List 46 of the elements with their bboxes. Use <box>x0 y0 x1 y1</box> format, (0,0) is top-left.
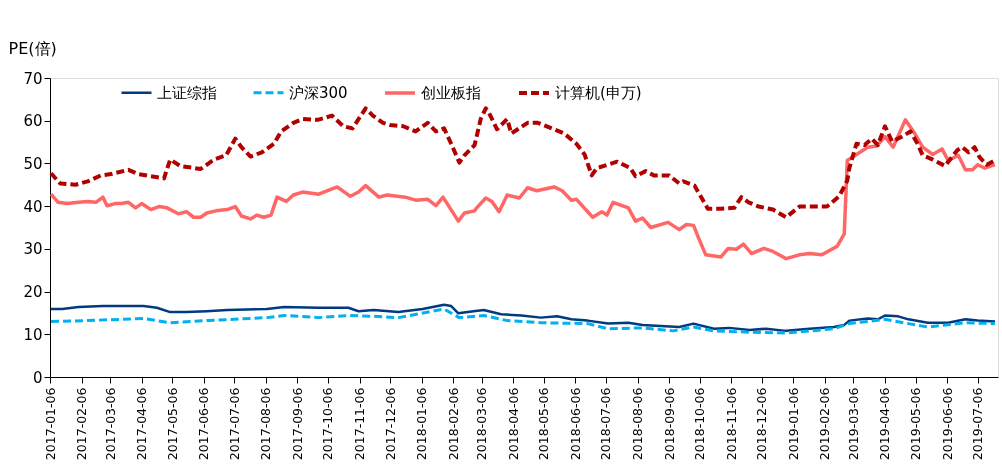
legend-label: 上证综指 <box>157 83 217 102</box>
y-axis-title: PE(倍) <box>8 38 57 58</box>
x-tick-label: 2017-06-06 <box>196 387 212 461</box>
x-tick-label: 2017-08-06 <box>258 387 274 461</box>
line-series <box>49 106 997 220</box>
x-tick-label: 2018-10-06 <box>692 387 708 461</box>
x-tick-label: 2017-04-06 <box>134 387 150 461</box>
x-tick-label: 2018-02-06 <box>445 387 461 461</box>
x-tick-label: 2019-03-06 <box>845 387 861 461</box>
y-tick-label: 50 <box>23 154 43 173</box>
y-tick-label: 0 <box>32 368 43 387</box>
legend-label: 计算机(申万) <box>555 84 642 102</box>
x-tick-label: 2018-12-06 <box>754 387 770 461</box>
x-tick-label: 2018-11-06 <box>723 387 739 461</box>
y-tick-label: 10 <box>23 325 43 344</box>
x-tick-label: 2017-09-06 <box>289 387 305 461</box>
x-tick-label: 2019-05-06 <box>908 387 924 461</box>
x-tick-label: 2018-06-06 <box>567 387 583 461</box>
x-tick-label: 2018-09-06 <box>661 387 677 461</box>
x-tick-label: 2017-03-06 <box>102 387 118 461</box>
x-tick-label: 2017-05-06 <box>164 387 180 461</box>
x-tick-label: 2019-02-06 <box>817 387 833 461</box>
y-tick-label: 60 <box>23 112 43 131</box>
y-tick-label: 40 <box>23 197 43 216</box>
x-tick-label: 2017-01-06 <box>42 387 58 461</box>
x-tick-label: 2019-01-06 <box>785 387 801 461</box>
x-tick-label: 2018-07-06 <box>598 387 614 461</box>
x-tick-label: 2018-03-06 <box>474 387 490 461</box>
x-tick-label: 2018-08-06 <box>630 387 646 461</box>
x-tick-label: 2018-04-06 <box>505 387 521 461</box>
y-tick-label: 20 <box>23 283 43 302</box>
x-tick-label: 2019-07-06 <box>970 387 986 461</box>
line-series <box>49 118 997 261</box>
legend-label: 创业板指 <box>421 84 481 102</box>
x-tick-label: 2017-02-06 <box>74 387 90 461</box>
x-tick-label: 2017-10-06 <box>320 387 336 461</box>
y-tick-label: 30 <box>23 240 43 259</box>
x-tick-label: 2019-06-06 <box>939 387 955 461</box>
x-tick-label: 2017-07-06 <box>226 387 242 461</box>
legend-label: 沪深300 <box>289 83 348 102</box>
x-tick-label: 2017-11-06 <box>352 387 368 461</box>
x-tick-label: 2017-12-06 <box>382 387 398 461</box>
x-tick-label: 2018-05-06 <box>536 387 552 461</box>
x-tick-label: 2018-01-06 <box>414 387 430 461</box>
x-tick-label: 2019-04-06 <box>877 387 893 461</box>
y-tick-label: 70 <box>23 69 43 88</box>
